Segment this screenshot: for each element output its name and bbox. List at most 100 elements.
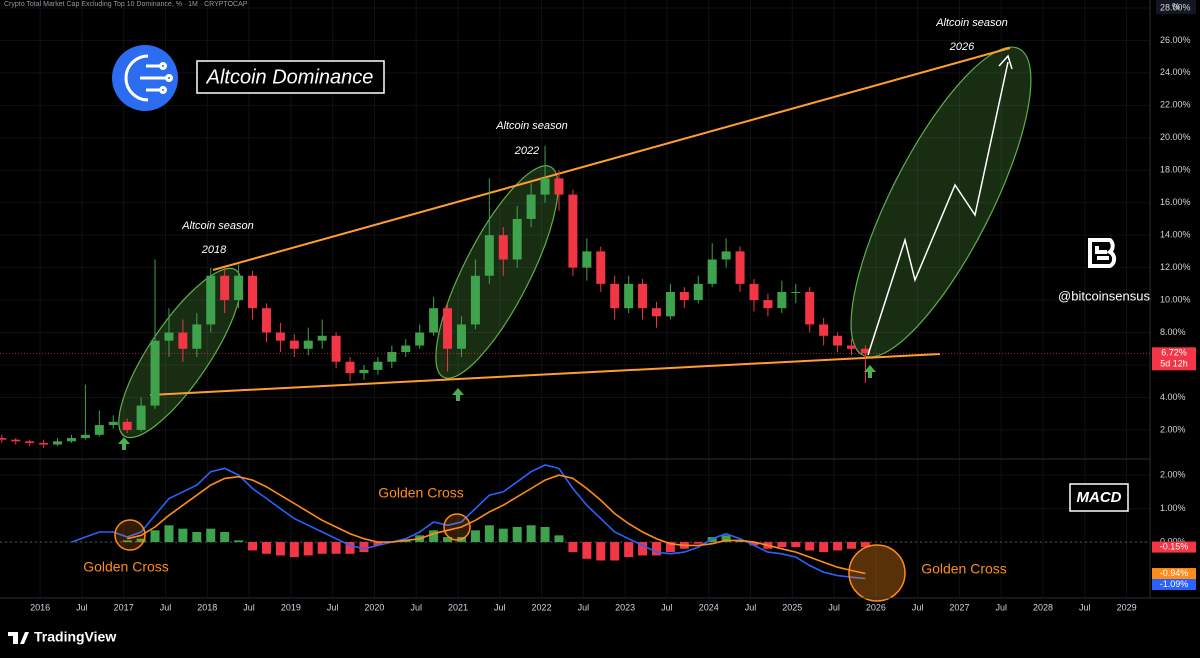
macd-badge	[1152, 568, 1196, 580]
x-tick-label: Jul	[76, 602, 88, 612]
candle-body	[805, 291, 815, 325]
histogram-bar	[860, 542, 870, 548]
candle-body	[178, 332, 188, 349]
x-tick-label: Jul	[661, 602, 673, 612]
x-tick-label: 2016	[30, 602, 50, 612]
macd-badge	[1152, 541, 1196, 553]
unit: %	[1172, 1, 1180, 11]
tv-logo	[8, 632, 29, 644]
candle-body	[791, 291, 801, 293]
histogram-bar	[526, 525, 536, 543]
histogram-bar	[234, 540, 244, 543]
x-tick-label: 2020	[364, 602, 384, 612]
x-tick-label: 2026	[866, 602, 886, 612]
grid	[0, 0, 1150, 598]
histogram-bar	[554, 535, 564, 543]
candle-body	[624, 283, 634, 309]
histogram-bar	[401, 540, 411, 543]
y-tick-label: 2.00%	[1160, 424, 1186, 434]
candle-body	[289, 340, 299, 349]
cross-circle	[443, 513, 471, 541]
histogram-bar	[192, 532, 202, 543]
candle-body	[0, 438, 7, 440]
histogram-bar	[665, 542, 675, 553]
candle-body	[568, 194, 578, 268]
histogram-bar	[484, 525, 494, 543]
candle-body	[651, 308, 661, 317]
x-tick-label: 2018	[197, 602, 217, 612]
x-tick-label: 2024	[699, 602, 719, 612]
candle-body	[665, 291, 675, 317]
candle-body	[846, 345, 856, 349]
candle-body	[498, 235, 508, 260]
candle-body	[66, 438, 76, 442]
unit-box	[1156, 0, 1196, 14]
x-tick-label: Jul	[1079, 602, 1091, 612]
histogram-bar	[777, 542, 787, 548]
y-tick-label: 10.00%	[1160, 294, 1191, 304]
macd-badge-text: -0.15%	[1160, 541, 1189, 551]
x-tick-label: 2028	[1033, 602, 1053, 612]
footer-brand: TradingView	[34, 629, 116, 645]
x-tick-label: Jul	[243, 602, 255, 612]
histogram-bar	[791, 542, 801, 548]
x-tick-label: 2021	[448, 602, 468, 612]
x-tick-label: Jul	[995, 602, 1007, 612]
header-title: Crypto Total Market Cap Excluding Top 10…	[4, 1, 248, 8]
histogram-bar	[331, 542, 341, 554]
histogram-bar	[846, 542, 856, 549]
histogram-bar	[582, 542, 592, 559]
candle-body	[596, 251, 606, 284]
candle-body	[610, 283, 620, 309]
candle-body	[25, 441, 35, 443]
candle-body	[94, 425, 104, 435]
histogram-bar	[275, 542, 285, 556]
histogram-bar	[805, 542, 815, 551]
x-tick-label: Jul	[578, 602, 590, 612]
candle-body	[860, 348, 870, 354]
candle-body	[108, 421, 118, 426]
season-label: Altcoin season	[181, 220, 254, 232]
title-box-text: Altcoin Dominance	[206, 66, 374, 88]
candle-body	[484, 235, 494, 276]
up-arrow	[452, 388, 464, 401]
histogram-bar	[248, 542, 258, 551]
histogram-bar	[638, 542, 648, 556]
x-tick-label: Jul	[160, 602, 172, 612]
histogram-bar	[693, 542, 703, 544]
b-logo	[1088, 238, 1117, 268]
title-box	[196, 60, 385, 94]
candle-body	[456, 324, 466, 349]
macd-badge-text: -0.94%	[1160, 568, 1189, 578]
histogram-bar	[303, 542, 313, 556]
histogram-bar	[164, 525, 174, 543]
macd-line	[127, 474, 866, 575]
candle-body	[359, 369, 369, 374]
golden-cross-label: Golden Cross	[378, 485, 464, 501]
up-arrow	[864, 365, 876, 378]
handle: @bitcoinsensus	[1058, 288, 1150, 303]
histogram-bar	[512, 526, 522, 543]
histogram-bar	[540, 526, 550, 543]
y-tick-label: 14.00%	[1160, 230, 1191, 240]
candle-body	[150, 340, 160, 406]
candle-body	[582, 251, 592, 268]
price-badge	[1152, 347, 1196, 371]
x-tick-label: Jul	[912, 602, 924, 612]
candle-body	[429, 308, 439, 333]
histogram-bar	[735, 540, 745, 543]
countdown: 5d 12h	[1160, 359, 1188, 369]
candle-body	[749, 283, 759, 301]
candle-body	[39, 442, 49, 445]
x-tick-label: 2017	[114, 602, 134, 612]
candle-body	[345, 361, 355, 374]
candle-body	[220, 275, 230, 301]
footer	[0, 620, 1200, 658]
x-tick-label: 2023	[615, 602, 635, 612]
histogram-bar	[470, 530, 480, 543]
cross-circle	[848, 544, 906, 602]
candle-body	[707, 259, 717, 284]
histogram-bar	[220, 532, 230, 543]
y-tick-label: 20.00%	[1160, 132, 1191, 142]
y-tick-label: 1.00%	[1160, 503, 1186, 513]
